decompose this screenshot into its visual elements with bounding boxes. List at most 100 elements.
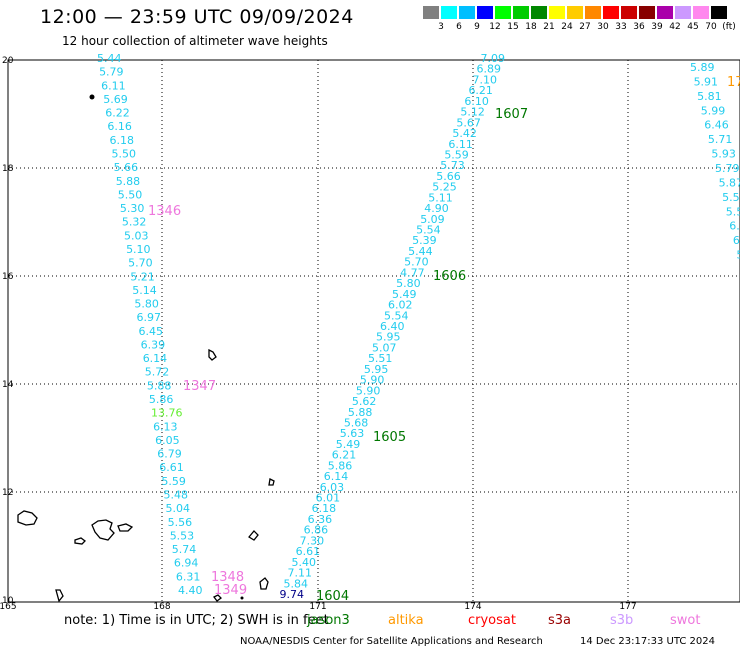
legend-label: 70	[705, 22, 717, 32]
wave-height-value: 5.86	[149, 393, 174, 406]
wave-height-value: 6.46	[704, 119, 729, 132]
legend-label: 21	[543, 22, 555, 32]
legend-label: 18	[525, 22, 537, 32]
wave-height-value: 6.86	[304, 524, 329, 537]
wave-height-value: 5.71	[708, 133, 733, 146]
pass-number-label: 1349	[214, 583, 247, 598]
wave-height-value: 6.0	[733, 234, 740, 247]
wave-height-value: 6.14	[143, 352, 168, 365]
wave-height-value: 4.40	[178, 584, 203, 597]
x-tick-label: 174	[464, 602, 481, 612]
island-shape	[208, 348, 217, 361]
wave-height-value: 5.70	[128, 257, 153, 270]
wave-height-value: 5.11	[428, 191, 453, 204]
wave-height-value: 5.54	[722, 191, 740, 204]
wave-height-value: 5.10	[126, 243, 151, 256]
x-tick-label: 168	[153, 602, 170, 612]
pass-number-label: 1605	[373, 430, 406, 445]
legend-label: 27	[579, 22, 591, 32]
wave-height-value: 6.11	[101, 79, 126, 92]
wave-height-value: 5.66	[114, 161, 139, 174]
wave-height-value: 7.11	[288, 567, 313, 580]
wave-height-value: 6.10	[464, 95, 489, 108]
legend-label: 15	[507, 22, 519, 32]
legend-swatch	[495, 6, 511, 19]
wave-height-value: 6.97	[136, 311, 161, 324]
legend-label: 42	[669, 22, 681, 32]
island-shape	[259, 577, 269, 590]
wave-height-value: 5.90	[360, 374, 385, 387]
islands	[17, 94, 275, 603]
wave-height-value: 7.30	[300, 534, 325, 547]
wave-height-value: 6.02	[388, 299, 413, 312]
wave-height-value: 5.81	[697, 90, 722, 103]
island-dot	[240, 596, 244, 600]
pass-number-label: 1607	[495, 107, 528, 122]
legend-label: 6	[456, 22, 462, 32]
legend-label: 9	[474, 22, 480, 32]
wave-height-value: 5.39	[412, 234, 437, 247]
wave-height-value: 5.40	[292, 556, 317, 569]
wave-height-value: 13.76	[151, 407, 183, 420]
wave-height-value: 5.54	[416, 224, 441, 237]
island-shape	[74, 537, 86, 545]
legend-label: 30	[597, 22, 609, 32]
wave-height-value: 5.59	[444, 148, 469, 161]
wave-height-value: 5.09	[420, 213, 445, 226]
wave-height-value: 6.05	[155, 434, 180, 447]
legend-swatch	[639, 6, 655, 19]
wave-height-value: 5.69	[103, 93, 128, 106]
pass-number-label: 1346	[148, 204, 181, 219]
wave-height-value: 5.68	[344, 416, 369, 429]
wave-height-value: 5.9	[736, 249, 740, 262]
wave-height-value: 5.84	[284, 577, 309, 590]
legend-label: 3	[438, 22, 444, 32]
legend-swatch	[693, 6, 709, 19]
satellite-name: cryosat	[468, 613, 516, 628]
wave-height-value: 6.61	[296, 545, 321, 558]
island-shape	[248, 530, 259, 541]
wave-height-value: 5.74	[172, 543, 197, 556]
legend-swatch	[711, 6, 727, 19]
wave-height-value: 5.95	[376, 331, 401, 344]
legend-swatch	[513, 6, 529, 19]
wave-height-value: 5.62	[352, 395, 377, 408]
pass-number-label: 1347	[183, 379, 216, 394]
wave-height-value: 5.63	[340, 427, 365, 440]
legend-swatch	[423, 6, 439, 19]
wave-height-value: 5.79	[715, 162, 740, 175]
legend-label: 36	[633, 22, 645, 32]
wave-height-value: 6.01	[316, 492, 341, 505]
wave-height-value: 5.44	[97, 52, 122, 65]
island-shape	[268, 478, 275, 486]
island-shape	[55, 589, 64, 603]
pass-number-label: 1604	[316, 589, 349, 604]
legend-label: 12	[489, 22, 501, 32]
legend-label: 39	[651, 22, 663, 32]
x-tick-label: 171	[309, 602, 326, 612]
legend-swatch	[675, 6, 691, 19]
wave-height-value: 9.74	[280, 588, 305, 601]
wave-height-value: 4.77	[400, 266, 425, 279]
wave-height-value: 5.79	[99, 66, 124, 79]
legend-swatch	[567, 6, 583, 19]
wave-height-value: 5.91	[694, 75, 719, 88]
map-title: 12:00 — 23:59 UTC 09/09/2024	[40, 6, 354, 28]
satellite-name: swot	[670, 613, 701, 628]
wave-height-value: 5.70	[404, 256, 429, 269]
wave-height-value: 6.40	[380, 320, 405, 333]
wave-height-value: 6.13	[153, 420, 178, 433]
wave-height-value: 5.12	[460, 106, 485, 119]
wave-height-value: 5.14	[132, 284, 157, 297]
wave-height-value: 5.59	[161, 475, 186, 488]
wave-height-value: 6.89	[476, 63, 501, 76]
wave-height-value: 7.10	[472, 73, 497, 86]
wave-height-value: 5.51	[368, 352, 393, 365]
wave-height-value: 6.31	[176, 570, 201, 583]
wave-height-value: 5.53	[170, 529, 195, 542]
wave-height-value: 6.21	[332, 449, 357, 462]
wave-height-value: 4.90	[424, 202, 449, 215]
